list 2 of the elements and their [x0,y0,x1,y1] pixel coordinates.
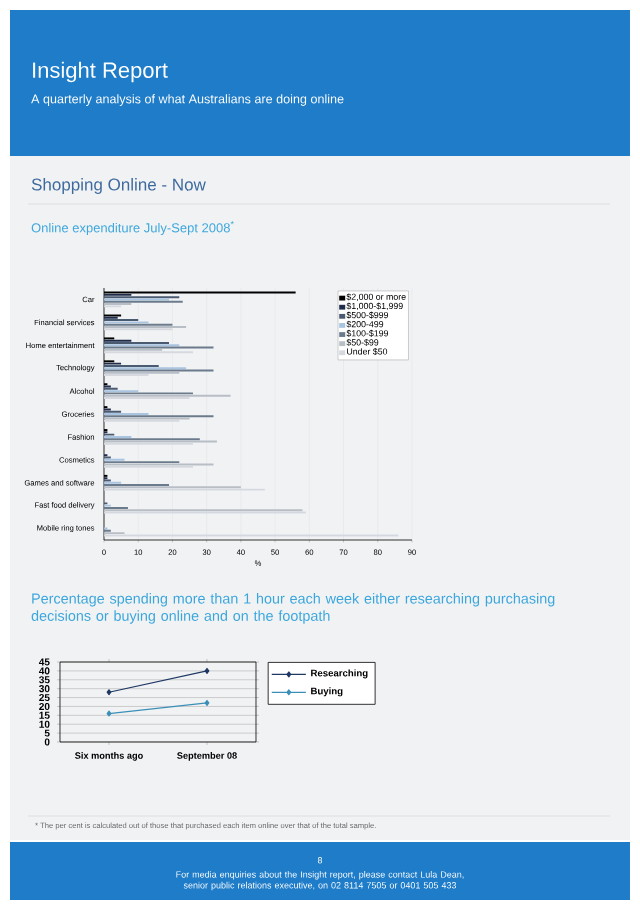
text: Insight Report [33,61,168,83]
text: Shopping Online - Now [31,178,206,194]
